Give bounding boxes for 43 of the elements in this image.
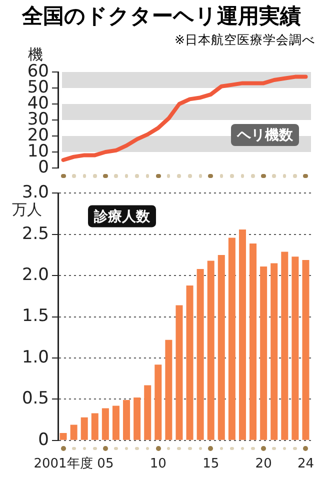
y-tick-label: 2.0 xyxy=(22,265,49,286)
bar xyxy=(165,340,172,440)
bar xyxy=(80,417,88,440)
x-tick-label: 05 xyxy=(97,456,114,472)
annotation: ヘリ機数 xyxy=(236,128,294,144)
bar xyxy=(144,385,152,440)
bar xyxy=(207,260,214,440)
bar xyxy=(281,252,288,440)
y-tick-label: 0 xyxy=(38,430,49,450)
bar xyxy=(134,398,141,440)
bar xyxy=(102,408,109,440)
bar xyxy=(176,305,183,440)
bar xyxy=(60,432,67,440)
bar xyxy=(228,238,236,440)
bar xyxy=(250,243,257,440)
bar xyxy=(218,255,225,440)
bar xyxy=(186,285,194,440)
bar xyxy=(154,364,162,440)
x-tick-label: 10 xyxy=(150,456,166,472)
bar xyxy=(112,406,120,440)
x-tick-label: 20 xyxy=(255,456,272,472)
bar xyxy=(302,260,310,440)
y-axis-title: 万人 xyxy=(12,200,42,219)
chart-subtitle: ※日本航空医療学会調べ xyxy=(174,32,315,49)
bar xyxy=(270,263,278,440)
x-tick-label: 24 xyxy=(297,456,314,472)
y-tick-label: 1.0 xyxy=(22,347,49,368)
bar xyxy=(196,269,204,440)
y-tick-label: 0.5 xyxy=(22,388,49,409)
y-axis-title: 機 xyxy=(28,45,43,64)
bar xyxy=(292,256,299,440)
bar xyxy=(238,229,246,440)
bar xyxy=(70,424,78,440)
bar xyxy=(123,400,130,440)
x-tick-label: 15 xyxy=(202,456,220,472)
bar xyxy=(260,266,268,440)
x-tick-label: 2001年度 xyxy=(34,456,93,472)
chart-title: 全国のドクターヘリ運用実績 xyxy=(22,3,301,30)
annotation: 診療人数 xyxy=(93,208,151,225)
y-tick-label: 2.5 xyxy=(22,224,49,244)
y-tick-label: 1.5 xyxy=(22,306,49,326)
y-tick-label: 3.0 xyxy=(22,182,49,203)
bar xyxy=(91,413,98,440)
